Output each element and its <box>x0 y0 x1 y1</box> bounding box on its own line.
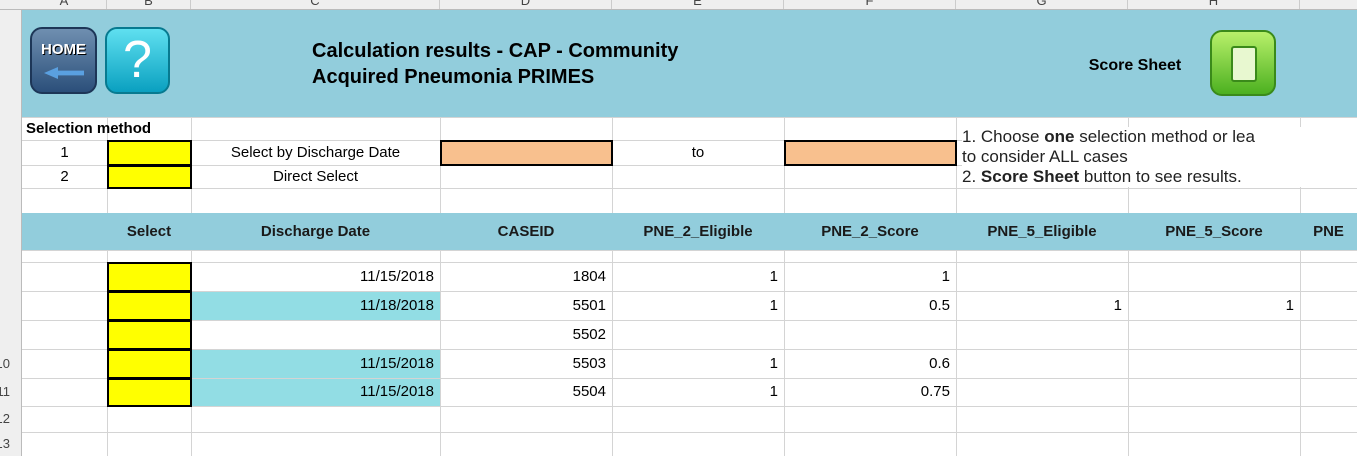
score-sheet-button[interactable] <box>1210 30 1276 96</box>
banner-title: Acquired Pneumonia PRIMES <box>312 66 595 88</box>
instruction-text: to consider ALL cases <box>962 147 1128 166</box>
cell-value: 5504 <box>572 383 606 400</box>
date-highlight <box>192 292 440 320</box>
cell-value: 11/18/2018 <box>360 297 434 314</box>
cell-value: 1 <box>769 355 778 372</box>
column-heading: PNE_5_Score <box>1165 223 1263 240</box>
row-number: 11 <box>0 384 10 399</box>
grid-line <box>22 262 1357 263</box>
row-number: 10 <box>0 356 10 371</box>
to-label: to <box>691 144 705 161</box>
select-cell <box>107 349 192 379</box>
column-heading: Discharge Date <box>260 223 371 240</box>
column-heading: PNE_2_Eligible <box>643 223 753 240</box>
column-heading: Select <box>126 223 172 240</box>
select-cell <box>107 165 192 189</box>
option-label: Select by Discharge Date <box>230 144 401 161</box>
table-header-bar <box>22 213 1357 250</box>
column-header-bar <box>0 0 1357 10</box>
cell-value: 11/15/2018 <box>360 268 434 285</box>
grid-line <box>22 291 1357 292</box>
date-highlight <box>192 379 440 406</box>
column-letter: B <box>107 0 191 9</box>
cell-value: 11/15/2018 <box>360 355 434 372</box>
grid-line <box>22 406 1357 407</box>
grid-line <box>22 432 1357 433</box>
banner-title: Calculation results - CAP - Community <box>312 40 679 62</box>
grid-line <box>22 188 1357 189</box>
date-to <box>784 140 957 166</box>
grid-line <box>22 140 1357 141</box>
grid-line <box>784 117 785 456</box>
instruction-text: one <box>1044 127 1075 146</box>
instruction-text: button to see results. <box>1079 167 1242 186</box>
date-highlight <box>192 350 440 378</box>
column-heading: PNE_5_Eligible <box>987 223 1097 240</box>
instruction-text: Score Sheet <box>980 167 1080 186</box>
grid-line <box>22 349 1357 350</box>
column-letter: H <box>1128 0 1300 9</box>
option-label: Direct Select <box>272 168 359 185</box>
column-letter: F <box>784 0 956 9</box>
option-number: 2 <box>60 168 69 185</box>
instruction-text: selection method or lea <box>1074 127 1255 146</box>
instruction-text: 2. <box>962 167 981 186</box>
grid-line <box>956 117 957 456</box>
grid-line <box>612 117 613 456</box>
column-letter: C <box>191 0 440 9</box>
column-heading: CASEID <box>497 223 555 240</box>
cell-value: 1 <box>1113 297 1122 314</box>
column-heading: PNE <box>1313 223 1344 240</box>
select-cell <box>107 320 192 350</box>
cell-value: 5503 <box>572 355 606 372</box>
home-button[interactable]: HOME <box>30 27 97 94</box>
cell-value: 5501 <box>572 297 606 314</box>
selection-heading: Selection method <box>26 120 152 137</box>
column-heading: PNE_2_Score <box>821 223 919 240</box>
score-sheet-label: Score Sheet <box>1088 57 1182 74</box>
help-button[interactable]: ? <box>105 27 170 94</box>
cell-value: 1 <box>941 268 950 285</box>
cell-value: 1 <box>769 297 778 314</box>
cell-value: 11/15/2018 <box>360 383 434 400</box>
grid-line <box>22 378 1357 379</box>
select-cell <box>107 291 192 321</box>
column-letter: E <box>612 0 784 9</box>
instruction-line: 2. Score Sheet button to see results. <box>962 167 1357 187</box>
instruction-line: 1. Choose one selection method or lea <box>962 127 1357 147</box>
grid-line <box>22 117 1357 118</box>
row-number: 13 <box>0 436 10 451</box>
cell-value: 0.75 <box>920 383 950 400</box>
instruction-line: to consider ALL cases <box>962 147 1357 167</box>
date-from <box>440 140 613 166</box>
cell-value: 0.5 <box>929 297 950 314</box>
cell-value: 1804 <box>572 268 606 285</box>
instruction-text: 1. Choose <box>962 127 1045 146</box>
grid-line <box>1128 117 1129 456</box>
home-arrow <box>44 67 84 79</box>
grid-line <box>22 320 1357 321</box>
banner <box>22 10 1357 117</box>
row-number: 12 <box>0 411 10 426</box>
cell-value: 0.6 <box>929 355 950 372</box>
column-letter: G <box>956 0 1128 9</box>
cell-value: 1 <box>769 383 778 400</box>
option-number: 1 <box>60 144 69 161</box>
cell-value: 1 <box>1285 297 1294 314</box>
cell-value: 5502 <box>572 326 606 343</box>
calculator-icon <box>1231 46 1257 82</box>
select-cell <box>107 140 192 166</box>
select-cell <box>107 262 192 292</box>
row-header-column <box>0 10 22 456</box>
column-letter: A <box>22 0 107 9</box>
grid-line <box>22 165 1357 166</box>
grid-line <box>22 250 1357 251</box>
column-letter: D <box>440 0 612 9</box>
select-cell <box>107 378 192 407</box>
cell-value: 1 <box>769 268 778 285</box>
grid-line <box>1300 117 1301 456</box>
grid-line <box>440 117 441 456</box>
